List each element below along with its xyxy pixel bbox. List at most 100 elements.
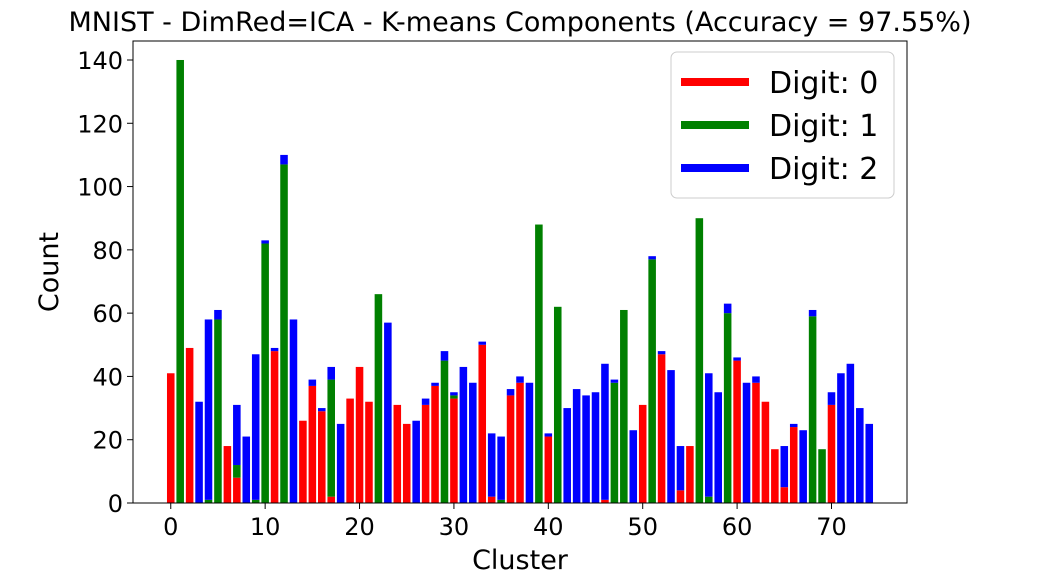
x-tick-label: 30 — [439, 513, 470, 541]
bar-cluster-4-series-2 — [204, 319, 213, 500]
bar-cluster-69-series-1 — [818, 449, 826, 503]
y-tick-label: 40 — [92, 363, 123, 391]
x-axis-label: Cluster — [472, 545, 569, 576]
bar-cluster-4-series-1 — [204, 499, 213, 503]
bar-cluster-10-series-2 — [261, 240, 269, 244]
bar-cluster-25-series-0 — [402, 423, 411, 503]
bar-cluster-28-series-0 — [431, 385, 439, 503]
y-tick-label: 0 — [108, 490, 123, 518]
bar-cluster-19-series-0 — [346, 398, 354, 503]
bar-cluster-74-series-2 — [865, 423, 874, 503]
bar-cluster-57-series-1 — [705, 496, 713, 503]
bar-cluster-73-series-2 — [856, 408, 864, 503]
bar-cluster-23-series-2 — [384, 322, 392, 503]
bar-cluster-65-series-0 — [780, 487, 789, 503]
x-tick-label: 10 — [250, 513, 281, 541]
bar-cluster-1-series-1 — [176, 59, 184, 504]
bar-cluster-70-series-2 — [827, 392, 836, 405]
bar-cluster-9-series-2 — [251, 354, 260, 500]
bar-cluster-67-series-2 — [799, 430, 807, 503]
bar-cluster-18-series-2 — [336, 423, 345, 503]
bar-cluster-31-series-2 — [459, 366, 468, 503]
bar-cluster-72-series-2 — [846, 363, 855, 503]
bar-cluster-62-series-2 — [752, 376, 760, 383]
bar-cluster-45-series-2 — [591, 392, 600, 503]
bar-cluster-32-series-2 — [469, 382, 477, 503]
x-tick-label: 50 — [627, 513, 658, 541]
x-tick-label: 60 — [722, 513, 753, 541]
bar-cluster-57-series-2 — [705, 373, 713, 497]
bar-cluster-56-series-1 — [695, 218, 704, 503]
bar-cluster-20-series-0 — [355, 366, 364, 503]
bar-cluster-35-series-1 — [497, 499, 505, 503]
x-tick-label: 40 — [533, 513, 564, 541]
bar-cluster-29-series-2 — [440, 351, 449, 361]
bar-cluster-47-series-1 — [610, 382, 619, 503]
y-axis: 0 20 40 60 80 100 120 140 — [77, 47, 133, 518]
bar-cluster-48-series-1 — [620, 309, 628, 503]
bar-cluster-24-series-0 — [393, 404, 402, 503]
bar-cluster-3-series-2 — [195, 401, 203, 503]
bar-cluster-63-series-0 — [761, 401, 770, 503]
bar-cluster-60-series-0 — [733, 360, 741, 503]
bar-cluster-34-series-2 — [487, 433, 496, 497]
bar-cluster-65-series-2 — [780, 446, 789, 488]
bar-cluster-8-series-2 — [242, 436, 251, 503]
bar-cluster-70-series-0 — [827, 404, 836, 503]
bar-cluster-53-series-2 — [667, 370, 675, 503]
bar-cluster-59-series-1 — [723, 313, 732, 503]
legend-box — [670, 51, 895, 199]
bar-cluster-37-series-2 — [516, 376, 524, 383]
bar-cluster-17-series-0 — [327, 496, 335, 503]
bar-cluster-71-series-2 — [837, 373, 845, 503]
bar-cluster-43-series-2 — [572, 389, 581, 503]
bar-cluster-39-series-1 — [535, 224, 543, 503]
bar-cluster-50-series-0 — [638, 404, 647, 503]
bar-cluster-44-series-2 — [582, 395, 590, 503]
legend-label-series-2: Digit: 2 — [769, 152, 878, 187]
bar-cluster-17-series-2 — [327, 366, 335, 380]
bar-cluster-21-series-0 — [365, 401, 373, 503]
bar-cluster-12-series-2 — [280, 154, 288, 165]
bar-cluster-40-series-0 — [544, 436, 553, 503]
bar-cluster-33-series-0 — [478, 344, 487, 503]
bar-cluster-55-series-0 — [686, 446, 694, 503]
bar-cluster-40-series-2 — [544, 433, 553, 437]
bar-cluster-16-series-2 — [318, 408, 326, 412]
y-axis-label: Count — [34, 232, 65, 312]
bar-cluster-54-series-2 — [676, 446, 685, 491]
bar-cluster-60-series-2 — [733, 357, 741, 361]
bar-cluster-42-series-2 — [563, 408, 571, 503]
plot-frame — [132, 40, 908, 504]
x-tick-label: 20 — [344, 513, 375, 541]
y-tick-label: 80 — [92, 237, 123, 265]
bar-cluster-52-series-0 — [657, 354, 666, 503]
bar-cluster-17-series-1 — [327, 379, 335, 497]
bar-cluster-26-series-2 — [412, 420, 420, 503]
bar-cluster-64-series-0 — [771, 449, 779, 503]
bar-cluster-49-series-2 — [629, 430, 638, 503]
bar-cluster-27-series-0 — [421, 404, 430, 503]
bar-cluster-47-series-2 — [610, 379, 619, 383]
y-tick-label: 100 — [77, 174, 123, 202]
bar-cluster-37-series-0 — [516, 382, 524, 503]
bar-cluster-46-series-2 — [601, 363, 609, 500]
legend-label-series-1: Digit: 1 — [769, 109, 878, 144]
bar-cluster-66-series-2 — [789, 423, 798, 428]
bar-cluster-30-series-0 — [450, 398, 458, 503]
bar-cluster-22-series-1 — [374, 294, 383, 503]
chart-title: MNIST - DimRed=ICA - K-means Components … — [68, 7, 971, 38]
bar-cluster-5-series-2 — [214, 309, 222, 320]
bar-cluster-59-series-2 — [723, 303, 732, 314]
bar-cluster-46-series-0 — [601, 499, 609, 503]
bar-cluster-68-series-1 — [808, 316, 817, 503]
bar-cluster-15-series-0 — [308, 385, 317, 503]
bar-cluster-13-series-2 — [289, 319, 298, 503]
bar-cluster-62-series-0 — [752, 382, 760, 503]
bar-cluster-68-series-2 — [808, 309, 817, 317]
bar-cluster-35-series-2 — [497, 436, 505, 500]
bar-cluster-28-series-2 — [431, 382, 439, 386]
bar-cluster-54-series-0 — [676, 490, 685, 503]
bar-cluster-29-series-1 — [440, 360, 449, 503]
